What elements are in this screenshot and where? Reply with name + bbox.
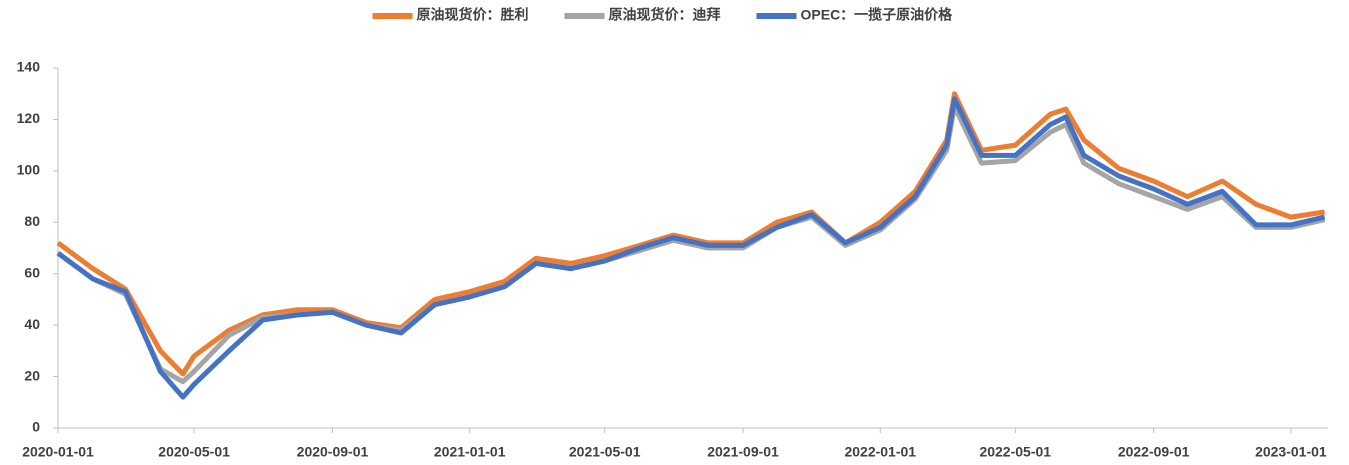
y-tick-label: 40	[24, 316, 40, 332]
y-tick-label: 0	[32, 419, 40, 435]
y-tick-label: 140	[17, 59, 41, 75]
x-tick-label: 2021-01-01	[434, 444, 506, 460]
series-line	[56, 96, 1326, 400]
x-tick-label: 2020-01-01	[22, 444, 94, 460]
x-tick-label: 2021-05-01	[569, 444, 641, 460]
y-tick-label: 60	[24, 264, 40, 280]
y-tick-label: 80	[24, 213, 40, 229]
x-tick-label: 2021-09-01	[707, 444, 779, 460]
series-line	[56, 104, 1326, 385]
x-tick-label: 2022-01-01	[844, 444, 916, 460]
legend-label: OPEC：一揽子原油价格	[801, 7, 954, 23]
x-tick-label: 2020-05-01	[158, 444, 230, 460]
x-tick-label: 2023-01-01	[1255, 444, 1327, 460]
x-tick-label: 2020-09-01	[297, 444, 369, 460]
legend-label: 原油现货价：迪拜	[609, 7, 721, 23]
x-tick-label: 2022-05-01	[979, 444, 1051, 460]
y-tick-label: 20	[24, 367, 40, 383]
x-tick-label: 2022-09-01	[1118, 444, 1190, 460]
legend-label: 原油现货价：胜利	[417, 7, 529, 23]
y-tick-label: 120	[17, 110, 41, 126]
y-tick-label: 100	[17, 162, 41, 178]
